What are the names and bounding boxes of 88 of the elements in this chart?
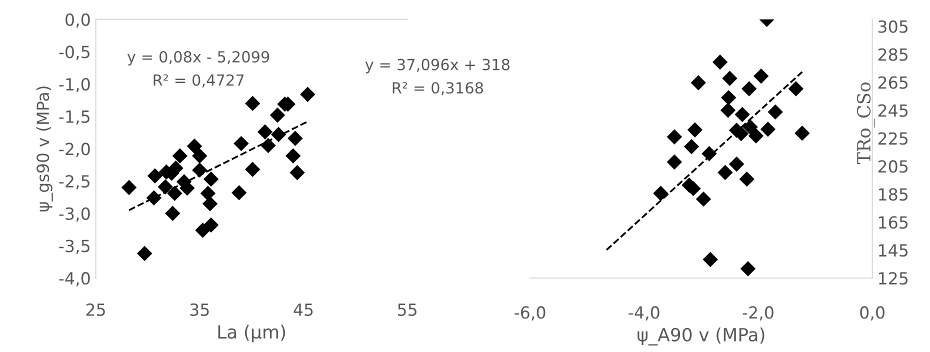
point <box>165 206 180 222</box>
point <box>653 186 668 201</box>
point <box>192 148 208 164</box>
point <box>234 136 249 152</box>
point <box>696 191 712 207</box>
y-tick-label: -2,0 <box>59 142 90 157</box>
y-tick-label: 305 <box>878 20 908 33</box>
y-tick-label: -2,5 <box>59 175 90 190</box>
point <box>718 164 733 180</box>
point <box>690 75 706 90</box>
point <box>167 186 182 201</box>
point <box>260 138 276 154</box>
point <box>720 102 736 118</box>
point <box>742 81 757 96</box>
y-tick-label: 165 <box>879 216 908 229</box>
y-tick-label: 125 <box>879 272 908 285</box>
y-tick-label: -1,0 <box>59 78 90 92</box>
y-tick-label: 145 <box>879 244 908 257</box>
point <box>712 54 728 70</box>
y-tick-label: 185 <box>879 188 908 201</box>
point <box>186 138 202 154</box>
point <box>203 172 219 187</box>
x-tick-label: 0,0 <box>860 306 884 320</box>
point <box>788 81 804 96</box>
point <box>286 148 301 164</box>
point <box>147 168 163 184</box>
x-tick-label: -6,0 <box>514 306 546 320</box>
point <box>742 119 758 135</box>
point <box>146 190 162 206</box>
point <box>288 130 303 146</box>
x-axis-title: La (µm) <box>218 324 286 342</box>
y-tick-label: 285 <box>878 48 908 61</box>
point <box>666 154 682 170</box>
point <box>740 261 756 276</box>
point <box>202 196 218 212</box>
x-tick-label: 55 <box>398 304 416 316</box>
point <box>290 165 305 180</box>
point <box>739 171 754 187</box>
y-axis-title: TRo_CSo <box>856 82 875 164</box>
point <box>121 180 137 196</box>
point <box>687 122 703 138</box>
point <box>768 104 783 120</box>
point <box>270 126 286 142</box>
annotation: y = 0,08x - 5,2099 <box>127 51 270 66</box>
point <box>172 148 188 164</box>
y-axis-title: ψ_gs90 v (MPa) <box>36 86 53 212</box>
point <box>754 68 769 84</box>
point <box>244 162 260 178</box>
point <box>270 107 286 123</box>
point <box>200 186 216 201</box>
y-tick-label: -1,5 <box>59 110 90 125</box>
point <box>300 86 316 102</box>
x-tick-label: 25 <box>86 303 105 316</box>
y-tick-label: -0,5 <box>59 46 90 60</box>
y-tick-label: 225 <box>878 132 908 145</box>
annotation: R² = 0,4727 <box>154 74 244 88</box>
point <box>257 124 273 140</box>
point <box>720 90 736 106</box>
y-tick-label: 245 <box>878 104 908 117</box>
y-tick-label: -3,0 <box>59 207 90 222</box>
y-tick-label: -4,0 <box>59 272 90 286</box>
point <box>794 126 810 141</box>
point <box>702 252 718 268</box>
point <box>203 217 219 233</box>
annotation: y = 37,096x + 318 <box>365 58 510 74</box>
point <box>192 162 208 178</box>
y-tick-label: 205 <box>878 160 908 173</box>
point <box>136 246 152 262</box>
annotation: R² = 0,3168 <box>392 82 484 96</box>
point <box>722 70 738 86</box>
point <box>728 156 744 172</box>
y-tick-label: 0,0 <box>66 13 90 28</box>
point <box>702 146 717 162</box>
x-tick-label: -2,0 <box>742 306 774 320</box>
point <box>244 96 260 112</box>
point <box>684 139 700 154</box>
x-tick-label: 45 <box>294 304 313 316</box>
point <box>231 185 247 200</box>
x-axis-title: ψ_A90 v (MPa) <box>638 328 764 346</box>
point <box>760 122 776 137</box>
point <box>666 129 682 144</box>
y-tick-label: 265 <box>878 76 908 89</box>
point <box>748 128 764 144</box>
x-tick-label: 35 <box>190 303 209 316</box>
point <box>734 106 750 122</box>
x-tick-label: -4,0 <box>628 306 660 320</box>
y-tick-label: -3,5 <box>59 240 90 254</box>
point <box>158 179 173 194</box>
